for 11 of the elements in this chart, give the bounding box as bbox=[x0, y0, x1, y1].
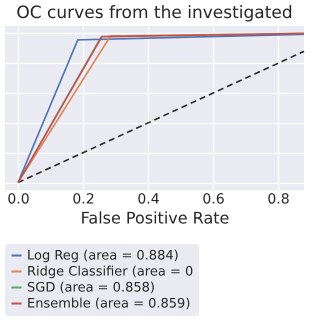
legend-label: Log Reg (area = 0.884) bbox=[27, 248, 179, 264]
x-tick-label: 0.6 bbox=[202, 192, 225, 208]
x-tick-label: 0.8 bbox=[267, 192, 290, 208]
legend-label: Ensemble (area = 0.859) bbox=[27, 296, 190, 312]
legend-label: Ridge Classifier (area = 0 bbox=[27, 264, 194, 280]
x-tick-label: 0.4 bbox=[137, 192, 160, 208]
x-tick-label: 0.2 bbox=[72, 192, 95, 208]
legend-label: SGD (area = 0.858) bbox=[27, 280, 155, 296]
x-axis-title: False Positive Rate bbox=[80, 208, 230, 228]
x-tick-label: 0.0 bbox=[7, 192, 30, 208]
chart-title: OC curves from the investigated bbox=[16, 3, 293, 23]
